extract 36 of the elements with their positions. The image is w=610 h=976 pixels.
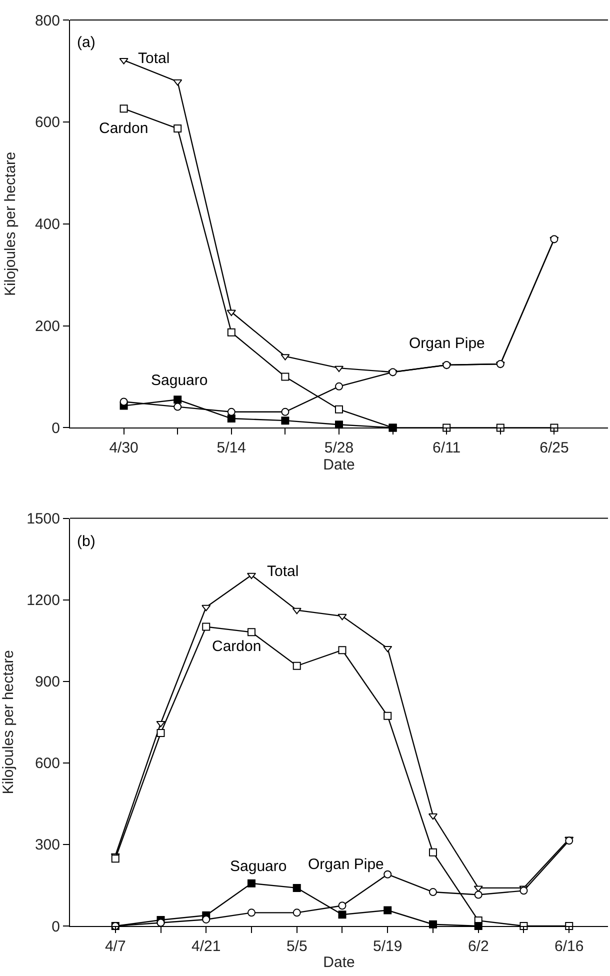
- x-tick-label: 6/16: [554, 938, 584, 955]
- y-tick-label: 400: [34, 216, 60, 234]
- x-axis-title: Date: [323, 954, 355, 971]
- y-tick-label: 200: [34, 318, 60, 336]
- x-tick-label: 6/25: [540, 440, 569, 457]
- y-tick-label: 800: [34, 12, 60, 30]
- series-label: Organ Pipe: [308, 856, 384, 873]
- x-tick-label: 6/11: [432, 440, 461, 457]
- y-tick-label: 0: [52, 420, 60, 437]
- y-axis-title: Kilojoules per hectare: [0, 650, 17, 794]
- x-tick-label: 4/7: [104, 938, 126, 955]
- series-label: Cardon: [212, 638, 262, 655]
- y-axis-title: Kilojoules per hectare: [2, 152, 20, 296]
- x-tick-label: 5/14: [216, 440, 246, 457]
- x-tick-label: 6/2: [468, 938, 489, 955]
- y-tick-label: 300: [34, 836, 60, 854]
- series-label: Total: [138, 50, 170, 67]
- x-tick-label: 5/19: [373, 938, 402, 955]
- x-axis-title: Date: [323, 456, 355, 474]
- y-tick-label: 1500: [26, 510, 60, 528]
- series-label: Cardon: [99, 120, 148, 137]
- x-tick-label: 4/21: [192, 938, 221, 955]
- series-label: Total: [267, 563, 299, 580]
- series-label: Saguaro: [151, 372, 208, 389]
- x-tick-label: 5/5: [286, 938, 308, 955]
- annotation: (b): [77, 533, 96, 550]
- y-tick-label: 900: [34, 674, 60, 691]
- y-tick-label: 600: [34, 755, 60, 772]
- annotation: (a): [77, 34, 96, 51]
- x-tick-label: 4/30: [109, 440, 138, 457]
- series-label: Organ Pipe: [409, 335, 485, 352]
- y-tick-label: 600: [34, 114, 60, 132]
- y-tick-label: 1200: [26, 592, 60, 610]
- y-tick-label: 0: [52, 918, 60, 936]
- x-tick-label: 5/28: [324, 440, 354, 457]
- series-label: Saguaro: [230, 858, 287, 875]
